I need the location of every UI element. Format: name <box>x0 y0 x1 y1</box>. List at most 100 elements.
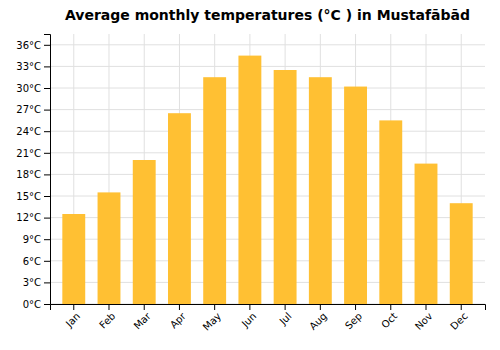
grid-line <box>50 131 485 132</box>
axis-line <box>51 305 486 311</box>
tick-label: 9°C <box>23 234 41 245</box>
page: {"chart_data": {"type": "bar", "title": … <box>0 0 500 350</box>
tick: 6°C <box>23 256 50 267</box>
tick-label: Feb <box>97 310 117 330</box>
tick-label: Aug <box>307 310 329 332</box>
tick: Sep <box>343 304 364 331</box>
tick-mark <box>44 66 50 67</box>
tick-mark <box>461 304 462 310</box>
grid-line <box>50 109 485 110</box>
tick: 30°C <box>16 83 50 94</box>
tick-label: Jul <box>277 310 294 327</box>
grid-line <box>50 88 485 89</box>
tick-label: 33°C <box>16 61 41 72</box>
tick-mark <box>320 304 321 310</box>
tick-label: Apr <box>168 310 189 331</box>
bar <box>379 120 402 304</box>
tick: Jan <box>63 304 82 330</box>
tick: 21°C <box>16 148 50 159</box>
bars <box>62 56 472 304</box>
title: Average monthly temperatures (°C ) in Mu… <box>65 7 470 23</box>
tick-mark <box>44 196 50 197</box>
tick: 33°C <box>16 61 50 72</box>
tick: Feb <box>97 304 117 331</box>
tick: Apr <box>168 304 189 330</box>
tick: 12°C <box>16 212 50 223</box>
tick-label: 15°C <box>16 191 41 202</box>
tick: 0°C <box>23 299 50 310</box>
tick-label: 24°C <box>16 126 41 137</box>
tick-label: May <box>201 310 223 332</box>
tick: Dec <box>448 304 469 332</box>
bar <box>98 192 121 304</box>
tick-label: 21°C <box>16 148 41 159</box>
tick-mark <box>214 304 215 310</box>
tick-mark <box>249 304 250 310</box>
bar <box>62 214 85 304</box>
tick-label: Mar <box>132 310 154 332</box>
tick: 24°C <box>16 126 50 137</box>
tick-label: 0°C <box>23 299 41 310</box>
grid-line <box>50 44 485 45</box>
tick: 18°C <box>16 169 50 180</box>
tick-label: Jan <box>63 310 82 329</box>
tick-label: Jun <box>239 310 259 330</box>
tick-label: Dec <box>448 310 469 331</box>
tick-label: 36°C <box>16 40 41 51</box>
tick: 3°C <box>23 277 50 288</box>
x-axis: Jan Feb Mar Apr May Jun Jul Aug Sep Oct Nov Dec <box>51 304 486 333</box>
tick-label: 3°C <box>23 277 41 288</box>
tick: Mar <box>132 304 154 331</box>
tick: May <box>201 304 223 333</box>
tick-mark <box>285 304 286 310</box>
tick-mark <box>44 45 50 46</box>
axis-line <box>44 35 51 305</box>
y-axis: 0°C 3°C 6°C 9°C 12°C 15°C 18°C 21°C 24°C 27°C 30°C… <box>16 35 50 310</box>
tick-mark <box>44 153 50 154</box>
tick: Jul <box>277 304 294 327</box>
tick-mark <box>144 304 145 310</box>
tick-mark <box>73 304 74 310</box>
bar <box>344 87 367 304</box>
tick-label: Nov <box>413 310 435 332</box>
bar <box>133 160 156 304</box>
tick-label: Sep <box>343 310 364 331</box>
tick-label: 18°C <box>16 169 41 180</box>
bar <box>168 113 191 304</box>
tick-mark <box>355 304 356 310</box>
tick-mark <box>44 261 50 262</box>
bar <box>450 203 473 304</box>
tick-label: 12°C <box>16 212 41 223</box>
tick-mark <box>44 88 50 89</box>
bar <box>415 164 438 304</box>
tick: Nov <box>413 304 435 332</box>
tick-mark <box>108 304 109 310</box>
tick-label: 27°C <box>16 104 41 115</box>
tick-mark <box>44 304 50 305</box>
tick: Oct <box>379 304 399 330</box>
tick-mark <box>44 282 50 283</box>
tick-mark <box>44 131 50 132</box>
tick: Aug <box>307 304 329 332</box>
chart: 0°C 3°C 6°C 9°C 12°C 15°C 18°C 21°C 24°C 27°C 30°C… <box>0 0 500 350</box>
tick-mark <box>44 218 50 219</box>
tick-mark <box>44 174 50 175</box>
tick-mark <box>44 239 50 240</box>
tick: 27°C <box>16 104 50 115</box>
tick-label: 30°C <box>16 83 41 94</box>
tick: Jun <box>239 304 259 330</box>
tick: 9°C <box>23 234 50 245</box>
grid-line <box>50 66 485 67</box>
grid <box>50 34 485 304</box>
tick-mark <box>390 304 391 310</box>
tick-mark <box>179 304 180 310</box>
tick: 36°C <box>16 40 50 51</box>
bar <box>274 70 297 304</box>
tick-label: 6°C <box>23 256 41 267</box>
bar <box>238 56 261 304</box>
tick-mark <box>426 304 427 310</box>
tick-label: Oct <box>379 310 399 330</box>
plot: 0°C 3°C 6°C 9°C 12°C 15°C 18°C 21°C 24°C 27°C 30°C… <box>16 34 485 333</box>
grid-line <box>50 152 485 153</box>
bar <box>203 77 226 304</box>
